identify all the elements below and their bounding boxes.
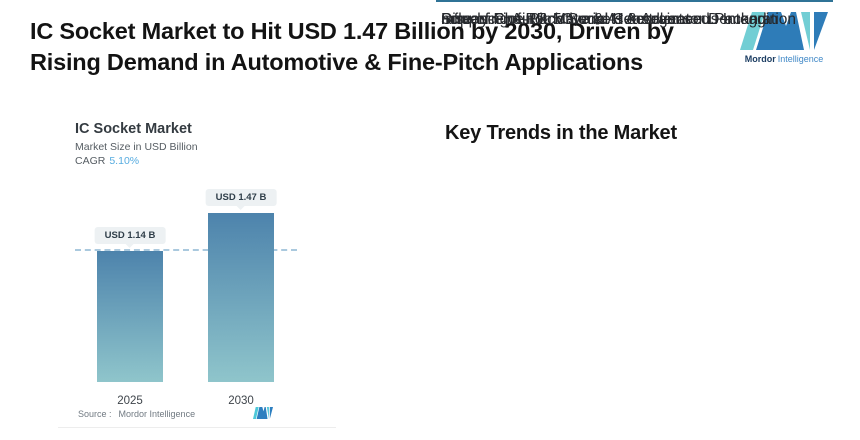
- chart-source: Source : Mordor Intelligence: [78, 409, 195, 419]
- value-badge-2030: USD 1.47 B: [205, 189, 277, 206]
- axis-label-2030: 2030: [228, 395, 254, 407]
- value-label-2025: USD 1.14 B: [104, 230, 156, 241]
- chart-bottom-divider: [58, 427, 336, 428]
- trends-heading: Key Trends in the Market: [445, 122, 677, 144]
- chart-subtitle: Market Size in USD Billion: [75, 141, 198, 153]
- brand-name-light: Intelligence: [777, 54, 824, 64]
- axis-label-2025: 2025: [117, 395, 143, 407]
- source-label: Source :: [78, 409, 112, 419]
- source-name: Mordor Intelligence: [118, 409, 196, 419]
- cagr-value: 5.10%: [109, 155, 140, 167]
- page-title-line-2: Rising Demand in Automotive & Fine-Pitch…: [30, 49, 644, 75]
- value-label-2030: USD 1.47 B: [215, 192, 267, 203]
- value-badge-2025: USD 1.14 B: [94, 227, 166, 244]
- page-title: IC Socket Market to Hit USD 1.47 Billion…: [30, 16, 730, 78]
- mordor-logo-icon: [740, 12, 828, 50]
- mordor-intelligence-logo: Mordor Intelligence: [733, 12, 835, 64]
- brand-name: Mordor Intelligence: [733, 54, 835, 64]
- mini-logo-icon: [253, 407, 273, 419]
- page-title-line-1: IC Socket Market to Hit USD 1.47 Billion…: [30, 18, 674, 44]
- brand-name-bold: Mordor: [744, 54, 776, 64]
- cagr-label: CAGR: [75, 155, 106, 167]
- trend-item-supply-chain: Supply-Chain & Material Constraints: [436, 0, 833, 29]
- chart-title: IC Socket Market: [75, 121, 192, 137]
- chart-cagr: CAGR 5.10%: [75, 155, 139, 167]
- bar-chart: USD 1.14 B 2025 USD 1.47 B 2030: [0, 0, 400, 407]
- reference-dashed-line: [75, 249, 297, 251]
- bar-2030: [208, 213, 274, 382]
- bar-2025: [97, 251, 163, 382]
